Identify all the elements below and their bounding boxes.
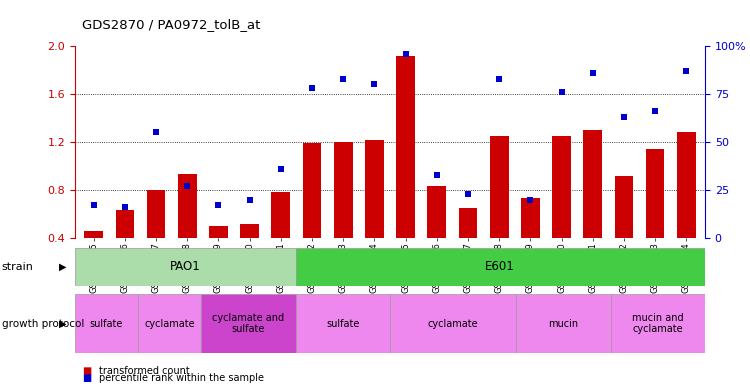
- Point: [182, 183, 194, 189]
- Bar: [521, 199, 540, 238]
- Text: strain: strain: [2, 262, 33, 272]
- Bar: [138, 294, 201, 353]
- Text: ■: ■: [82, 366, 92, 376]
- Point: [338, 76, 350, 82]
- Bar: [178, 174, 197, 238]
- Text: E601: E601: [485, 260, 515, 273]
- Point: [586, 70, 598, 76]
- Text: transformed count: transformed count: [99, 366, 190, 376]
- Bar: [490, 136, 508, 238]
- Bar: [365, 140, 384, 238]
- Bar: [209, 226, 228, 238]
- Bar: [458, 208, 477, 238]
- Bar: [84, 231, 103, 238]
- Text: cyclamate: cyclamate: [427, 318, 478, 329]
- Bar: [516, 294, 610, 353]
- Bar: [584, 130, 602, 238]
- Point: [494, 76, 506, 82]
- Bar: [296, 294, 390, 353]
- Text: cyclamate and
sulfate: cyclamate and sulfate: [212, 313, 284, 334]
- Bar: [272, 192, 290, 238]
- Point: [244, 197, 256, 203]
- Text: cyclamate: cyclamate: [144, 318, 195, 329]
- Bar: [75, 248, 296, 286]
- Point: [524, 197, 536, 203]
- Point: [680, 68, 692, 74]
- Bar: [610, 294, 705, 353]
- Point: [430, 172, 442, 178]
- Bar: [390, 294, 516, 353]
- Point: [119, 204, 131, 210]
- Point: [88, 202, 100, 209]
- Text: ▶: ▶: [58, 318, 66, 329]
- Text: percentile rank within the sample: percentile rank within the sample: [99, 373, 264, 383]
- Bar: [75, 294, 138, 353]
- Point: [400, 51, 412, 57]
- Point: [618, 114, 630, 120]
- Point: [556, 89, 568, 95]
- Text: sulfate: sulfate: [326, 318, 359, 329]
- Bar: [201, 294, 296, 353]
- Bar: [427, 187, 446, 238]
- Text: mucin: mucin: [548, 318, 578, 329]
- Point: [274, 166, 286, 172]
- Text: sulfate: sulfate: [90, 318, 123, 329]
- Bar: [296, 248, 705, 286]
- Point: [368, 81, 380, 88]
- Bar: [116, 210, 134, 238]
- Bar: [303, 143, 322, 238]
- Bar: [334, 142, 352, 238]
- Bar: [147, 190, 166, 238]
- Bar: [677, 132, 696, 238]
- Text: GDS2870 / PA0972_tolB_at: GDS2870 / PA0972_tolB_at: [82, 18, 261, 31]
- Text: ■: ■: [82, 373, 92, 383]
- Point: [150, 129, 162, 136]
- Text: growth protocol: growth protocol: [2, 318, 84, 329]
- Point: [462, 191, 474, 197]
- Text: mucin and
cyclamate: mucin and cyclamate: [632, 313, 683, 334]
- Bar: [240, 223, 259, 238]
- Point: [306, 85, 318, 91]
- Point: [212, 202, 224, 209]
- Bar: [552, 136, 571, 238]
- Bar: [396, 56, 415, 238]
- Text: PAO1: PAO1: [170, 260, 201, 273]
- Text: ▶: ▶: [58, 262, 66, 272]
- Bar: [614, 176, 633, 238]
- Bar: [646, 149, 664, 238]
- Point: [649, 108, 661, 114]
